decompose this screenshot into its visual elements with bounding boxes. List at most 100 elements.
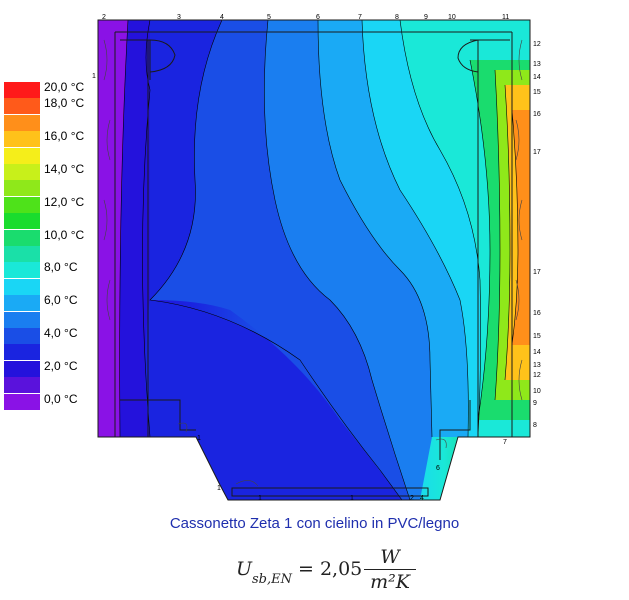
isotherm-lines [119,20,519,500]
legend-item: 6,0 °C [4,293,94,312]
legend-label: 2,0 °C [44,358,78,373]
isoline-label: 8 [395,14,399,21]
isoline-label: 4 [220,14,224,21]
legend-label: 8,0 °C [44,260,78,275]
legend-item [4,114,94,131]
isoline-label: 4 [420,495,424,502]
formula-value: = 2,05 [298,558,363,580]
isoline-label: 15 [533,333,541,340]
legend-item [4,147,94,164]
isoline-label: 8 [533,422,537,429]
legend-swatch [4,360,40,377]
legend-item [4,311,94,328]
profile-thin-details [103,39,523,487]
legend-swatch [4,147,40,164]
isoline-label: 13 [533,61,541,68]
isoline-label: 9 [424,14,428,21]
legend-swatch [4,229,40,246]
legend-item: 20,0 °C [4,80,94,98]
legend-item [4,246,94,262]
legend-swatch [4,82,40,98]
isoline-labels-top: 2 3 4 5 6 7 8 9 10 11 [102,14,509,21]
isoline-label: 2 [102,14,106,21]
isoline-label: 17 [533,149,541,156]
isoline-label: 14 [533,74,541,81]
legend-label: 4,0 °C [44,326,78,340]
isoline-label: 7 [503,439,507,446]
legend-item [4,344,94,361]
isoline-label: 16 [533,111,541,118]
legend-swatch [4,311,40,328]
legend-swatch [4,246,40,262]
transmittance-formula: U sb,EN = 2,05 W m²K [236,544,456,596]
formula-fraction: W m²K [364,546,416,593]
legend-swatch [4,131,40,148]
isoline-label: 7 [358,14,362,21]
temperature-field [98,20,530,500]
isoline-label: 6 [436,465,440,472]
isoline-label: 1 [217,485,221,492]
legend-label: 0,0 °C [44,391,78,406]
fraction-bar [364,569,416,570]
legend-label: 16,0 °C [44,129,85,144]
legend-item [4,278,94,295]
legend-label: 18,0 °C [44,96,85,111]
legend-swatch [4,393,40,410]
legend-swatch [4,377,40,394]
legend-swatch [4,295,40,312]
isoline-label: 15 [533,89,541,96]
legend-swatch [4,180,40,197]
legend-swatch [4,262,40,279]
legend-swatch [4,196,40,213]
isoline-label: 10 [448,14,456,21]
isoline-label: 1 [197,435,201,442]
isoline-label: 9 [533,400,537,407]
isoline-label: 11 [502,14,509,21]
legend-item: 2,0 °C [4,358,94,377]
legend-item: 16,0 °C [4,129,94,148]
legend-swatch [4,213,40,230]
isoline-label: 6 [316,14,320,21]
formula-denominator: m²K [370,571,410,593]
legend-item: 10,0 °C [4,227,94,246]
legend-item: 18,0 °C [4,96,94,115]
thermal-contour-plot: 2 3 4 5 6 7 8 9 10 11 121314151617171615141312109… [92,14,541,502]
isoline-label: 3 [177,14,181,21]
formula-numerator: W [380,546,400,568]
isoline-label: 12 [533,41,541,48]
isoline-label: 17 [533,269,541,276]
legend-swatch [4,114,40,131]
legend-item: 12,0 °C [4,194,94,213]
isoline-label: 12 [533,372,541,379]
legend-swatch [4,328,40,344]
figure-caption: Cassonetto Zeta 1 con cielino in PVC/leg… [169,515,460,532]
isoline-label: 1 [258,495,262,502]
formula-symbol: U [236,558,253,580]
legend-item: 14,0 °C [4,162,94,180]
legend-item [4,377,94,394]
isoline-label: 14 [533,349,541,356]
legend-label: 6,0 °C [44,293,78,308]
legend-swatch [4,278,40,295]
isoline-label-left: 1 [92,73,96,80]
legend-item [4,213,94,230]
legend-item: 8,0 °C [4,260,94,279]
legend-swatch [4,164,40,180]
isoline-labels-right: 12 13 14 15 16 17 17 16 15 14 13 12 10 9 8 [533,41,541,429]
legend-label: 12,0 °C [44,194,85,209]
section-outline [97,19,531,501]
isoline-label: 5 [267,14,271,21]
legend-item: 0,0 °C [4,391,94,410]
isoline-label: 10 [533,388,541,395]
legend-swatch [4,344,40,361]
legend-label: 10,0 °C [44,227,85,242]
legend-item [4,180,94,197]
isoline-label: 13 [533,362,541,369]
isoline-label: 1 [350,495,354,502]
legend-swatch [4,98,40,115]
formula-subscript: sb,EN [252,572,292,587]
isoline-labels-bottom: 1 1 2 4 7 6 1 1 [197,435,507,502]
legend-label: 14,0 °C [44,162,85,176]
isoline-label: 2 [410,495,414,502]
isoline-label: 16 [533,310,541,317]
